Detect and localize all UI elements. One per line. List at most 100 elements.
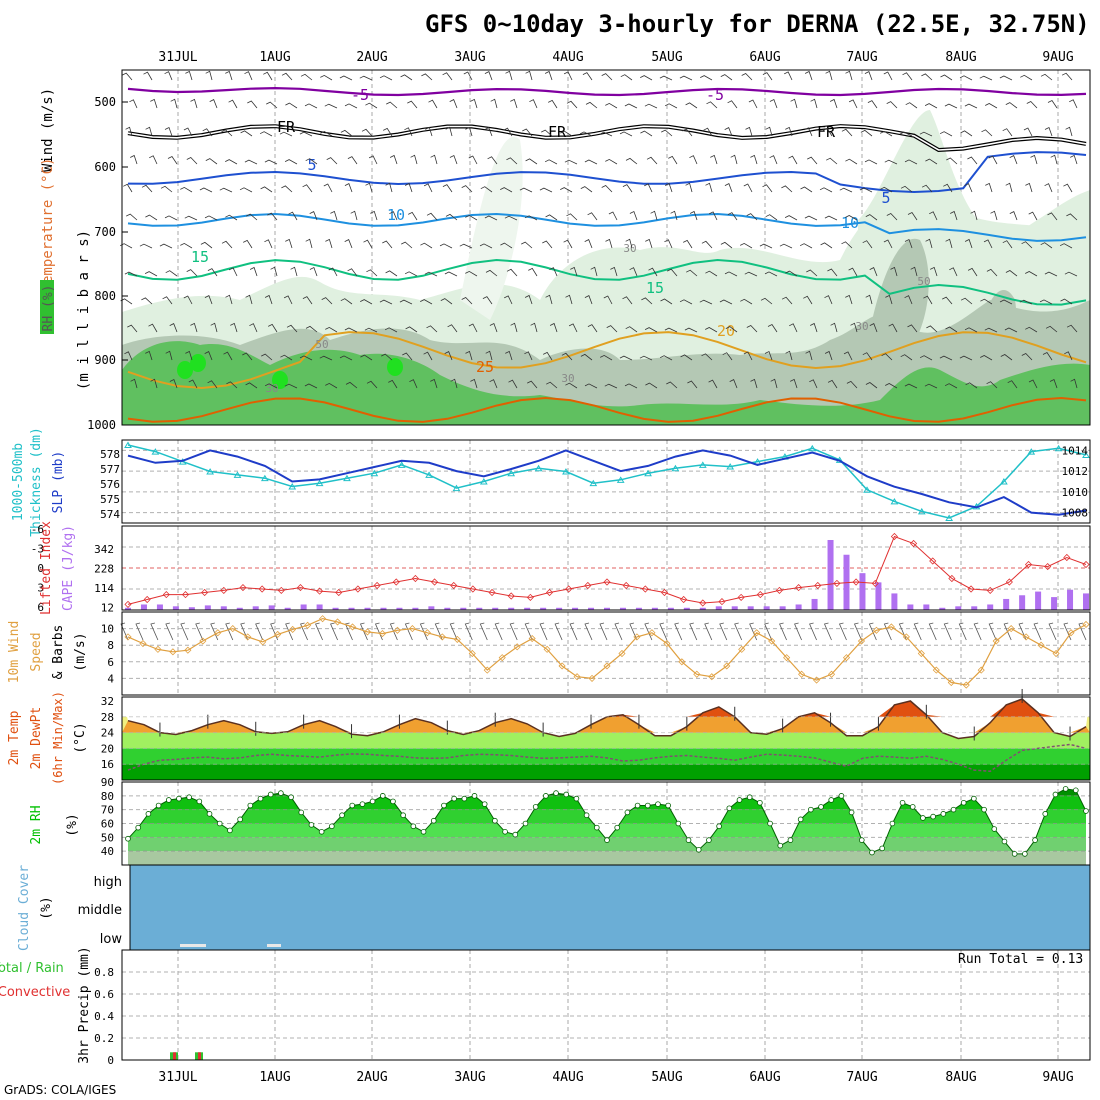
contour-label: 25: [476, 358, 494, 376]
wind-barb: [320, 130, 333, 137]
wind-barb: [650, 210, 658, 221]
rh2m-marker: [267, 791, 274, 798]
wind-barb: [424, 271, 438, 277]
rh-legend-swatch: [40, 280, 54, 334]
wind10-barb: [285, 622, 294, 641]
wind10-marker: [812, 676, 821, 684]
wind-barb: [484, 215, 498, 221]
wind-barb: [1020, 74, 1033, 81]
wind10-marker: [708, 673, 716, 681]
lifted-index-marker: [565, 585, 573, 593]
wind-barb: [204, 215, 218, 221]
thickness-tick: 578: [100, 448, 120, 461]
wind-barb: [484, 127, 493, 137]
rh2m-marker: [379, 793, 386, 799]
lifted-index-marker: [718, 598, 726, 606]
wind-barb: [1044, 126, 1053, 137]
wind-barb: [264, 294, 273, 305]
rh2m-marker: [176, 795, 182, 802]
wind-barb: [664, 239, 673, 249]
wind-barb: [281, 72, 293, 81]
wind-barb: [204, 295, 213, 305]
rh2m-tick: 70: [101, 804, 114, 817]
wind-barb: [585, 101, 598, 109]
wind-barb: [820, 242, 833, 249]
wind-barb: [124, 351, 133, 361]
wind-barb: [527, 380, 538, 389]
wind10-marker: [498, 654, 506, 662]
wind-barb: [860, 129, 873, 137]
lifted-index-marker: [699, 599, 707, 607]
rh2m-marker: [1001, 838, 1008, 845]
precip-tick: 0.2: [94, 1032, 114, 1045]
wind-barb: [1066, 324, 1078, 333]
rh2m-marker: [685, 837, 692, 843]
rh2m-marker: [278, 790, 284, 796]
wind-barb: [548, 99, 558, 109]
wind-barb: [328, 267, 338, 277]
wind-barb: [904, 159, 918, 165]
wind10-marker: [992, 637, 1000, 645]
wind-barb: [942, 296, 953, 305]
wind-barb: [465, 350, 473, 361]
rh2m-marker: [502, 828, 508, 835]
wind-barb: [885, 383, 898, 389]
cape-bar: [204, 605, 211, 610]
wind10-barb: [958, 622, 967, 641]
cape-bar: [859, 573, 866, 610]
rh2m-marker: [349, 802, 356, 809]
lifted-index-marker: [526, 593, 534, 601]
wind-barb: [244, 159, 258, 165]
wind-barb: [279, 131, 293, 137]
wind-barb: [790, 378, 798, 389]
wind-barb: [1002, 240, 1013, 249]
wind-barb: [305, 325, 318, 333]
wind-barb: [664, 182, 673, 193]
wind-barb: [970, 210, 978, 221]
wind-barb: [145, 350, 153, 361]
wind-barb: [366, 380, 378, 389]
wind10-barb: [614, 622, 623, 641]
wind-barb: [729, 379, 738, 389]
wind-barb: [245, 294, 253, 305]
contour-label: 5: [881, 189, 890, 207]
thickness-axis-label: 1000-500mb: [11, 443, 26, 521]
wind10-barb: [853, 622, 862, 641]
thickness-axis-label-2: Thickness (dm): [29, 427, 44, 537]
wind-barb: [247, 100, 258, 109]
wind-barb: [130, 154, 138, 165]
wind-barb: [806, 269, 818, 277]
wind10-barb: [464, 622, 473, 641]
rh2m-marker: [298, 809, 305, 816]
wind10-barb: [779, 622, 787, 641]
wind10-panel-frame: [121, 611, 1091, 696]
rh2m-marker: [227, 827, 233, 834]
wind10-barb: [943, 622, 952, 641]
thickness-marker: [151, 448, 160, 455]
lifted-index-marker: [143, 595, 151, 604]
wind-barb: [508, 379, 518, 389]
rh2m-marker: [1032, 837, 1038, 843]
wind-barb: [1070, 378, 1078, 389]
wind-barb: [667, 268, 678, 277]
rh2m-marker: [206, 811, 213, 817]
wind-barb: [619, 131, 633, 137]
wind10-barb: [1048, 622, 1057, 641]
wind-barb: [848, 99, 858, 109]
wind-barb: [708, 211, 718, 221]
contour-label: FR: [817, 123, 836, 141]
wind-barb: [530, 322, 538, 333]
rh2m-tick: 40: [101, 845, 114, 858]
wind-barb: [386, 101, 398, 109]
wind-barb: [764, 271, 778, 277]
wind-barb: [705, 327, 718, 333]
wind-barb: [869, 267, 878, 277]
wind-barb: [225, 70, 233, 81]
wind-barb: [661, 129, 673, 137]
lifted-index-marker: [373, 581, 381, 590]
wind-barb: [366, 269, 378, 277]
precip-tick: 0: [107, 1054, 114, 1067]
wind-barb: [183, 127, 193, 137]
wind10-barb: [135, 622, 144, 641]
lifted-index-marker: [1063, 553, 1071, 562]
